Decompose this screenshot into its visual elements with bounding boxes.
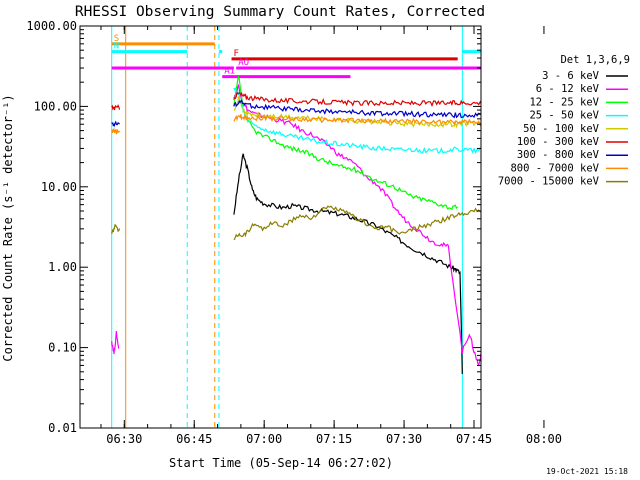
series-line-2	[233, 76, 459, 211]
x-tick-label-6: 08:00	[526, 432, 562, 446]
legend-title: Det 1,3,6,9	[560, 54, 630, 66]
legend-label-0: 3 - 6 keV	[542, 70, 600, 82]
legend-label-5: 100 - 300 keV	[517, 136, 600, 148]
y-tick-label-1: 100.00	[34, 99, 77, 113]
legend-label-8: 7000 - 15000 keV	[498, 176, 600, 188]
series-line-6	[111, 99, 481, 128]
x-tick-label-4: 07:30	[386, 432, 422, 446]
x-tick-label-5: 07:45	[456, 432, 492, 446]
legend-label-6: 300 - 800 keV	[517, 149, 600, 161]
series-line-8	[111, 205, 481, 241]
legend-label-2: 12 - 25 keV	[529, 96, 599, 108]
x-axis-label: Start Time (05-Sep-14 06:27:02)	[169, 456, 393, 470]
series-line-1	[111, 83, 481, 367]
series-line-7	[111, 114, 481, 135]
legend-label-7: 800 - 7000 keV	[510, 162, 599, 174]
x-tick-label-3: 07:15	[316, 432, 352, 446]
series-line-5	[111, 91, 481, 111]
y-tick-label-3: 1.00	[48, 260, 77, 274]
chart-title: RHESSI Observing Summary Count Rates, Co…	[75, 4, 485, 20]
y-tick-label-5: 0.01	[48, 421, 77, 435]
x-tick-label-1: 06:45	[176, 432, 212, 446]
y-tick-label-2: 10.00	[41, 180, 77, 194]
footer-date: 19-Oct-2021 15:18	[546, 467, 628, 476]
series-line-0	[233, 153, 463, 375]
flag-label-4: F	[234, 49, 239, 59]
x-tick-label-2: 07:00	[246, 432, 282, 446]
y-axis-label: Corrected Count Rate (s⁻¹ detector⁻¹)	[1, 94, 15, 361]
flag-label-0: S	[114, 34, 119, 44]
x-tick-label-0: 06:30	[106, 432, 142, 446]
y-tick-label-0: 1000.00	[26, 19, 77, 33]
flag-label-5: AO	[238, 58, 249, 68]
legend-label-3: 25 - 50 keV	[529, 110, 599, 122]
y-tick-label-4: 0.10	[48, 341, 77, 355]
legend-label-1: 6 - 12 keV	[536, 83, 600, 95]
legend-label-4: 50 - 100 keV	[523, 123, 600, 135]
plot-frame	[79, 25, 482, 429]
flag-label-1: N	[114, 42, 119, 52]
series-line-3	[233, 87, 481, 155]
flag-label-6: A1	[224, 67, 235, 77]
